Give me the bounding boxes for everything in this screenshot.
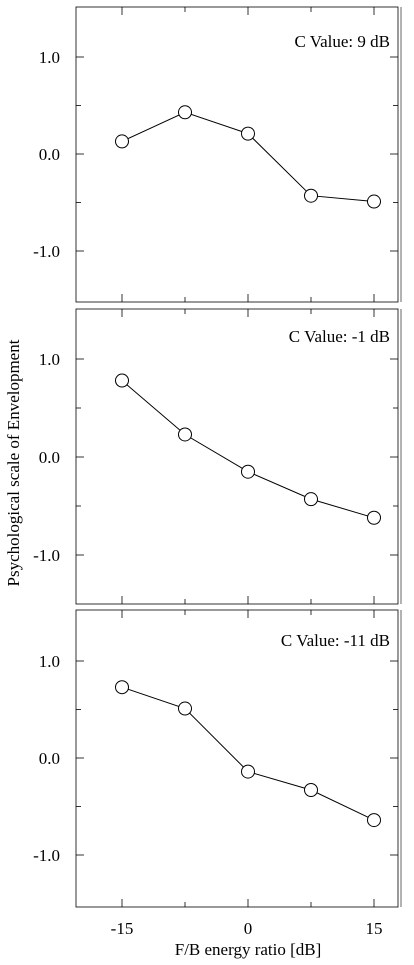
data-point bbox=[367, 194, 381, 209]
y-tick-label: -1.0 bbox=[33, 846, 60, 865]
y-tick-label: -1.0 bbox=[33, 242, 60, 261]
data-point bbox=[241, 126, 255, 141]
y-tick-label: 0.0 bbox=[39, 448, 60, 467]
chart-panel-3: 1.0 0.0 -1.0 -15 0 15 C Value: -11 dB bbox=[33, 609, 402, 938]
y-tick-label: 1.0 bbox=[39, 652, 60, 671]
data-point bbox=[115, 680, 129, 695]
x-tick-label: 0 bbox=[244, 919, 253, 938]
y-tick-label: 1.0 bbox=[39, 48, 60, 67]
y-axis-label: Psychological scale of Envelopment bbox=[4, 339, 23, 586]
x-tick-label: 15 bbox=[366, 919, 383, 938]
data-point bbox=[241, 764, 255, 779]
data-point bbox=[367, 510, 381, 525]
data-point bbox=[178, 105, 192, 120]
y-tick-label: 0.0 bbox=[39, 749, 60, 768]
y-tick-label: 1.0 bbox=[39, 350, 60, 369]
series-line bbox=[121, 686, 375, 821]
data-point bbox=[115, 134, 129, 149]
data-point bbox=[304, 783, 318, 798]
panel-frame bbox=[75, 6, 399, 303]
x-tick-label: -15 bbox=[111, 919, 134, 938]
series-line bbox=[121, 111, 375, 202]
data-point bbox=[115, 373, 129, 388]
x-axis-label: F/B energy ratio [dB] bbox=[175, 940, 322, 959]
data-point bbox=[178, 427, 192, 442]
panel-frame bbox=[75, 609, 399, 908]
series-line bbox=[121, 380, 375, 519]
y-tick-label: 0.0 bbox=[39, 145, 60, 164]
panel-frame bbox=[75, 308, 399, 605]
data-point bbox=[304, 492, 318, 507]
chart-panel-2: 1.0 0.0 -1.0 C Value: -1 dB bbox=[33, 308, 402, 605]
data-point bbox=[241, 464, 255, 479]
chart-panel-1: 1.0 0.0 -1.0 C Value: 9 dB bbox=[33, 6, 402, 303]
panel-annotation: C Value: -11 dB bbox=[281, 631, 390, 650]
data-point bbox=[367, 813, 381, 828]
panel-annotation: C Value: -1 dB bbox=[289, 327, 390, 346]
data-point bbox=[304, 188, 318, 203]
y-tick-label: -1.0 bbox=[33, 546, 60, 565]
data-point bbox=[178, 701, 192, 716]
panel-annotation: C Value: 9 dB bbox=[294, 32, 390, 51]
